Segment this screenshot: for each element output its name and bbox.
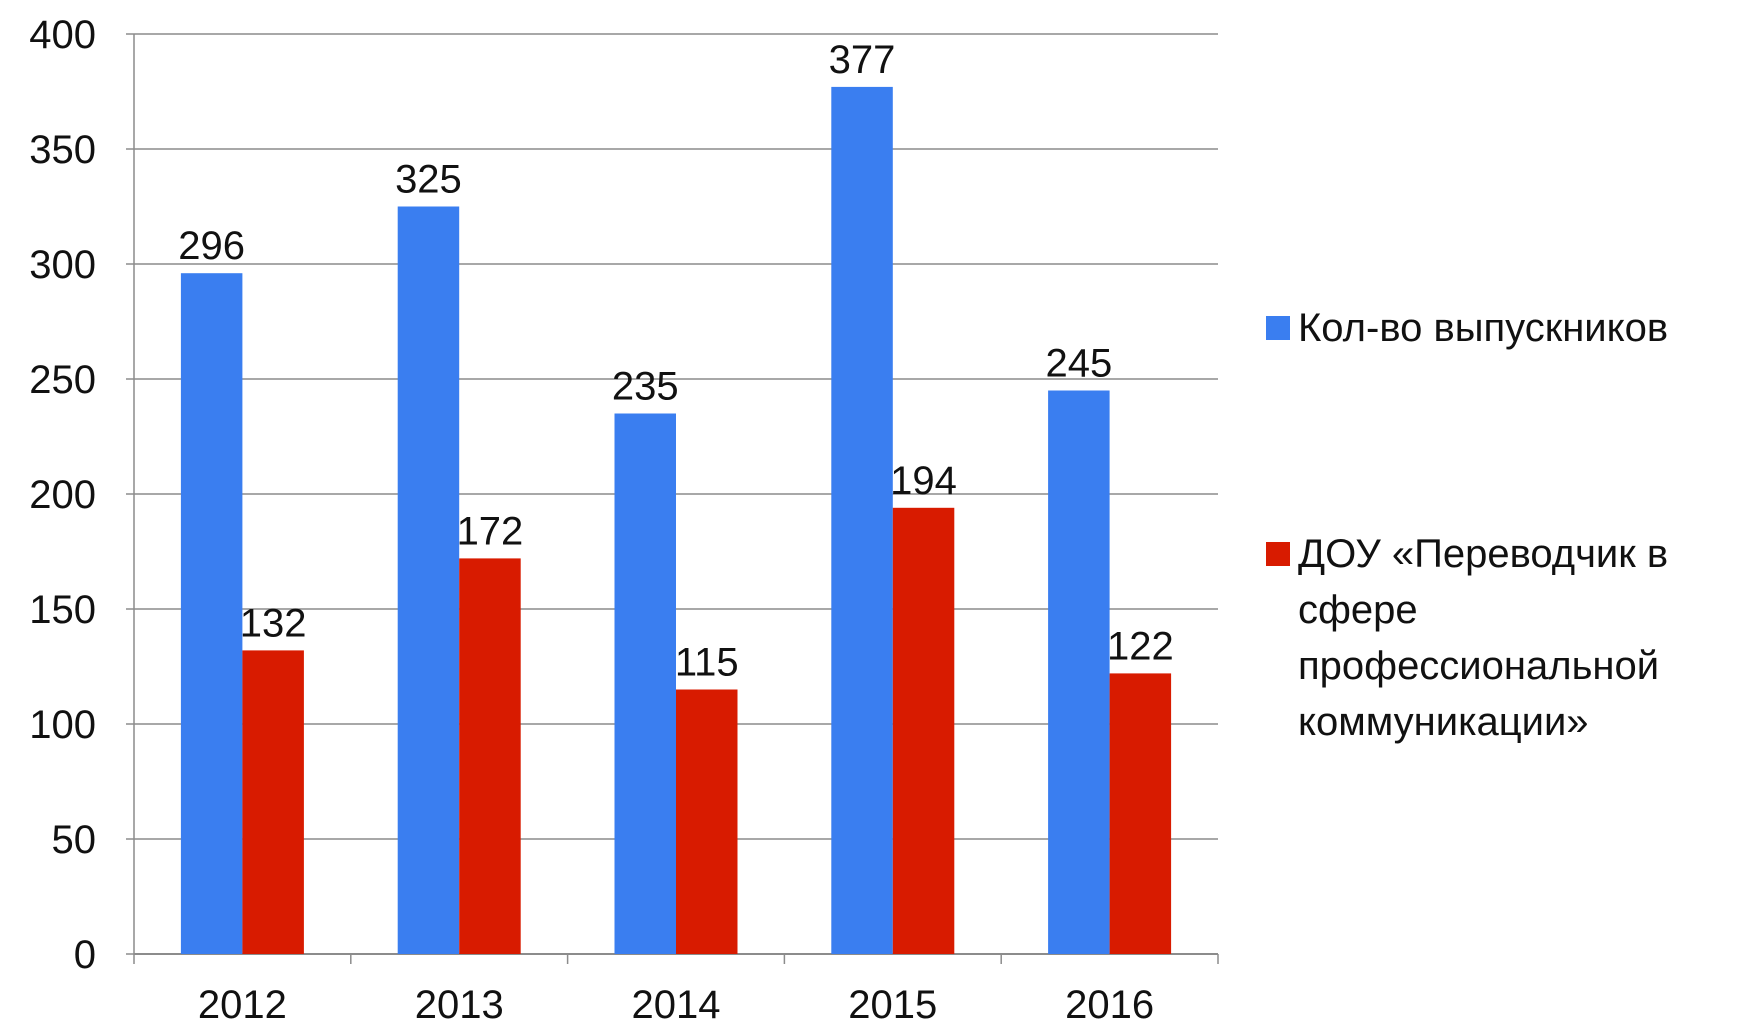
data-label: 377: [829, 38, 896, 82]
data-label: 172: [457, 509, 524, 553]
bar: [831, 86, 893, 954]
legend: Кол-во выпускников ДОУ «Переводчик в сфер…: [1266, 300, 1736, 920]
data-label: 115: [675, 641, 739, 685]
legend-label: Кол-во выпускников: [1298, 306, 1669, 350]
bar: [180, 273, 243, 954]
y-tick-label: 100: [29, 703, 96, 747]
bar: [1048, 390, 1110, 954]
y-tick-label: 150: [29, 588, 96, 632]
legend-label: ДОУ «Переводчик в сфере профессиональной…: [1298, 532, 1669, 744]
x-tick-label: 2012: [198, 983, 287, 1027]
bar: [1109, 673, 1172, 954]
bar: [397, 206, 460, 954]
y-tick-label: 400: [29, 13, 96, 57]
legend-swatch: [1266, 316, 1290, 340]
legend-entry: ДОУ «Переводчик в сфере профессиональной…: [1266, 526, 1736, 750]
data-label: 194: [890, 459, 957, 503]
legend-entry: Кол-во выпускников: [1266, 300, 1736, 356]
y-tick-label: 300: [29, 243, 96, 287]
data-label: 122: [1107, 624, 1174, 668]
x-tick-label: 2015: [848, 983, 937, 1027]
x-tick-label: 2013: [415, 983, 504, 1027]
bar: [242, 650, 304, 954]
data-label: 132: [240, 601, 307, 645]
data-label: 235: [612, 365, 679, 409]
y-tick-label: 0: [74, 933, 96, 977]
x-tick-label: 2016: [1065, 983, 1154, 1027]
data-label: 325: [395, 158, 462, 202]
y-tick-label: 350: [29, 128, 96, 172]
data-label: 296: [178, 224, 245, 268]
y-tick-label: 200: [29, 473, 96, 517]
bar: [459, 558, 521, 954]
bar: [892, 507, 955, 954]
bar: [614, 413, 676, 954]
y-tick-label: 250: [29, 358, 96, 402]
bar: [676, 689, 738, 954]
data-label: 245: [1045, 342, 1112, 386]
y-tick-label: 50: [52, 818, 97, 862]
legend-swatch: [1266, 542, 1290, 566]
x-tick-label: 2014: [632, 983, 721, 1027]
